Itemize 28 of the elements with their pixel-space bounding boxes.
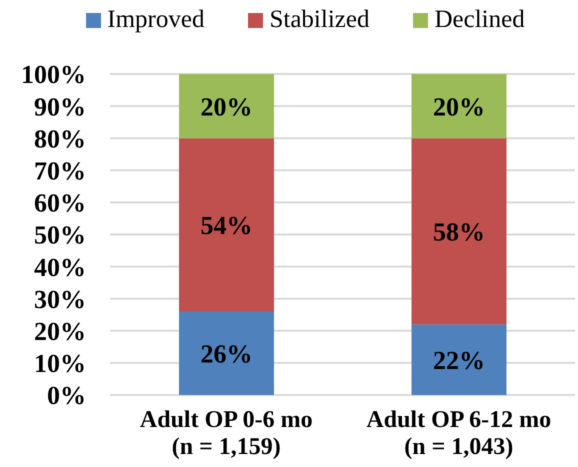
y-tick-label: 100% [21, 60, 86, 90]
y-tick-label: 80% [34, 124, 86, 154]
bar [179, 312, 274, 395]
bar [179, 138, 274, 312]
legend-label: Stabilized [269, 6, 370, 34]
y-tick-label: 70% [34, 156, 86, 186]
x-tick-label: Adult OP 0-6 mo (n = 1,159) [140, 407, 313, 460]
bar [179, 74, 274, 138]
data-label: 20% [433, 92, 485, 122]
y-tick-label: 0% [47, 381, 86, 410]
y-tick-label: 10% [34, 349, 86, 378]
x-tick-label: Adult OP 6-12 mo (n = 1,043) [366, 407, 552, 460]
data-label: 22% [433, 346, 485, 375]
legend-label: Declined [434, 6, 525, 34]
bar [412, 138, 506, 324]
legend-label: Improved [107, 6, 204, 34]
y-tick-label: 40% [34, 252, 86, 282]
y-tick-label: 90% [34, 92, 86, 122]
bar [412, 324, 506, 395]
data-label: 26% [200, 340, 252, 368]
data-label: 58% [433, 218, 485, 247]
data-label: 54% [200, 211, 252, 240]
data-label: 20% [200, 92, 252, 122]
y-tick-label: 30% [34, 284, 86, 314]
y-tick-label: 20% [34, 317, 86, 346]
bar [412, 74, 506, 138]
y-tick-label: 60% [34, 188, 86, 218]
y-tick-label: 50% [34, 220, 86, 250]
